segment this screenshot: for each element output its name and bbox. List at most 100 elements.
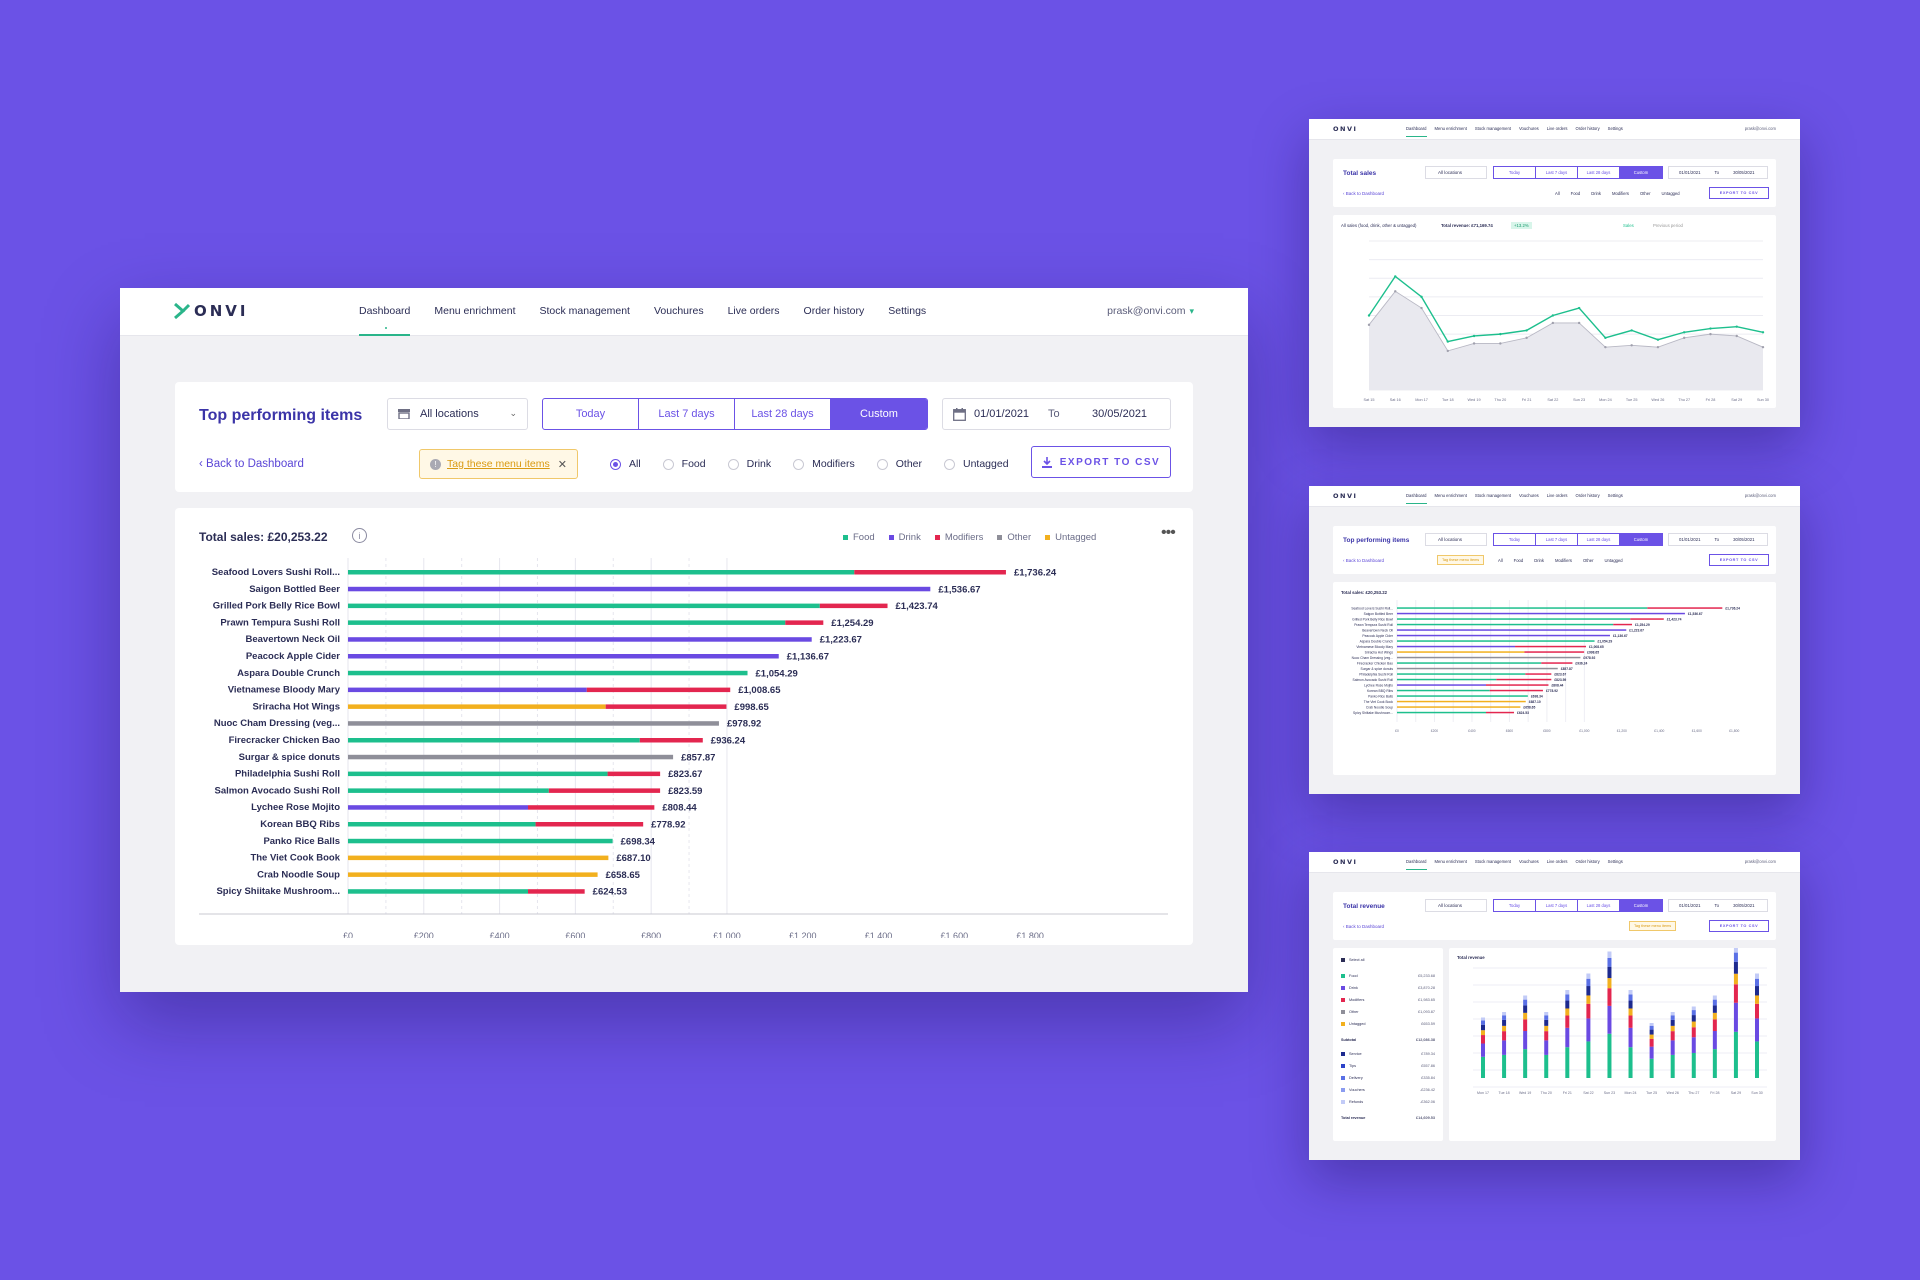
filter-radio-drink[interactable]: Drink [727,458,771,470]
export-csv-button[interactable]: EXPORT TO CSV [1031,446,1171,478]
thumbnail-total-sales[interactable]: ONVI Dashboard Menu enrichment Stock manag… [1309,119,1800,427]
bar-segment[interactable] [1544,1012,1549,1016]
category-row[interactable]: Other £1,093.87 [1341,1010,1435,1014]
data-point[interactable] [1367,314,1371,317]
data-point[interactable] [1420,295,1423,299]
period-last-28-days[interactable]: Last 28 days [735,399,831,429]
bar-segment[interactable] [1544,1054,1549,1078]
data-point[interactable] [1525,336,1528,340]
bar-segment-modifiers[interactable] [528,805,655,810]
data-point[interactable] [1761,345,1765,349]
bar-segment-modifiers[interactable] [785,620,824,625]
category-row[interactable]: Untagged £653.59 [1341,1022,1435,1026]
period-last-7-days[interactable]: Last 7 days [639,399,735,429]
bar-segment-food[interactable] [348,570,855,575]
bar-segment[interactable] [1733,1002,1738,1032]
bar-segment[interactable] [1712,1012,1717,1020]
back-to-dashboard-link[interactable]: ‹ Back to Dashboard [199,458,304,470]
bar-segment[interactable] [1565,1008,1570,1016]
bar-segment-drink[interactable] [348,805,528,810]
bar-segment[interactable] [1607,1005,1612,1034]
bar-segment-modifiers[interactable] [548,788,661,793]
bar-segment-drink[interactable] [348,654,779,659]
data-point[interactable] [1499,332,1502,336]
data-point[interactable] [1499,342,1502,345]
bar-segment[interactable] [1712,1019,1717,1031]
bar-segment[interactable] [1523,1012,1528,1020]
filter-radio-all[interactable]: All [610,458,641,470]
checkbox-icon[interactable] [1341,1100,1345,1104]
data-point[interactable] [1735,325,1738,328]
bar-segment[interactable] [1523,995,1528,1000]
bar-segment[interactable] [1607,988,1612,1006]
tag-menu-items-hint[interactable]: ! Tag these menu items ✕ [419,449,578,479]
checkbox-icon[interactable] [1341,1088,1345,1092]
bar-segment[interactable] [1502,1015,1507,1020]
bar-segment[interactable] [1565,1027,1570,1048]
nav-item-vouchures[interactable]: Vouchures [653,305,704,317]
data-point[interactable] [1446,340,1449,343]
series-line-previous[interactable] [1368,290,1764,352]
bar-segment[interactable] [1607,978,1612,989]
bar-segment[interactable] [1712,1030,1717,1050]
nav-item-menu-enrichment[interactable]: Menu enrichment [434,305,516,317]
data-point[interactable] [1735,334,1738,338]
bar-segment[interactable] [1523,1019,1528,1031]
bar-segment[interactable] [1523,1005,1528,1013]
data-point[interactable] [1446,349,1449,353]
nav-item-live-orders[interactable]: Live orders [727,305,780,317]
checkbox-icon[interactable] [1341,958,1345,962]
checkbox-icon[interactable] [1341,1052,1345,1056]
bar-segment[interactable] [1649,1038,1654,1047]
checkbox-icon[interactable] [1341,998,1345,1002]
bar-segment[interactable] [1628,1027,1633,1048]
bar-segment[interactable] [1565,1000,1570,1009]
bar-segment-modifiers[interactable] [854,570,1006,575]
bar-segment-food[interactable] [348,838,613,844]
bar-segment[interactable] [1649,1029,1654,1035]
bar-segment[interactable] [1481,1020,1485,1025]
bar-segment-food[interactable] [348,788,549,793]
date-range-picker[interactable]: 01/01/2021 To 30/05/2021 [942,398,1171,430]
period-today[interactable]: Today [543,399,639,429]
bar-segment[interactable] [1565,1015,1570,1028]
bar-segment-modifiers[interactable] [819,603,888,609]
bar-segment[interactable] [1523,1049,1528,1078]
bar-segment[interactable] [1544,1025,1549,1032]
data-point[interactable] [1551,321,1555,325]
bar-segment-drink[interactable] [348,687,587,693]
bar-segment[interactable] [1691,1015,1696,1022]
bar-segment-untagged[interactable] [348,872,598,877]
data-point[interactable] [1656,338,1660,341]
bar-segment[interactable] [1691,1010,1696,1016]
bar-segment[interactable] [1586,978,1591,987]
adjustment-row[interactable]: Service £789.34 [1341,1052,1435,1056]
bar-segment[interactable] [1502,1025,1507,1032]
date-from[interactable]: 01/01/2021 [974,408,1030,420]
data-point[interactable] [1577,306,1581,310]
category-row[interactable]: Modifiers £1,983.65 [1341,998,1435,1002]
bar-segment[interactable] [1523,999,1528,1006]
data-point[interactable] [1656,345,1660,349]
bar-segment[interactable] [1586,1003,1591,1019]
data-point[interactable] [1394,275,1397,278]
bar-segment[interactable] [1544,1019,1549,1026]
bar-segment[interactable] [1586,986,1591,996]
checkbox-icon[interactable] [1341,1076,1345,1080]
bar-segment[interactable] [1565,990,1570,995]
data-point[interactable] [1683,331,1686,334]
bar-segment[interactable] [1481,1030,1485,1036]
bar-segment[interactable] [1755,995,1759,1004]
bar-segment[interactable] [1544,1040,1549,1055]
filter-radio-modifiers[interactable]: Modifiers [793,458,855,470]
bar-segment[interactable] [1712,995,1717,1000]
bar-segment[interactable] [1670,1054,1675,1078]
bar-segment-other[interactable] [348,754,674,760]
bar-segment[interactable] [1586,995,1591,1004]
bar-segment[interactable] [1649,1023,1654,1026]
bar-segment[interactable] [1755,1041,1759,1078]
bar-segment[interactable] [1691,1027,1696,1038]
data-point[interactable] [1604,345,1607,349]
bar-segment[interactable] [1628,990,1633,995]
bar-segment[interactable] [1586,973,1591,979]
